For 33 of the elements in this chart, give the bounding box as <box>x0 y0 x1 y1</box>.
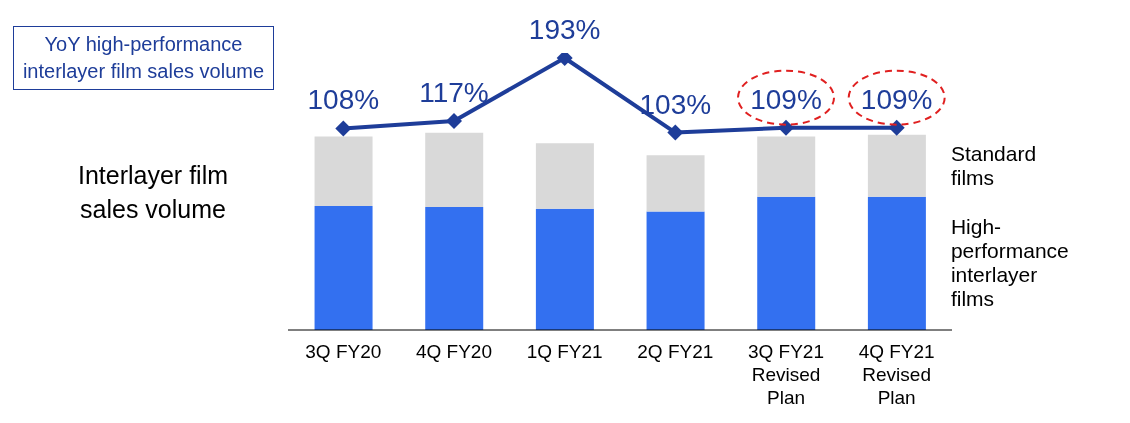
data-label: 103% <box>639 88 712 120</box>
data-label: 109% <box>750 83 822 115</box>
series-label: Standard films <box>950 141 1037 189</box>
text: YoY high-performance interlayer film sales volume <box>13 26 274 90</box>
y-axis-title: Interlayer film sales volume <box>76 160 229 225</box>
bar <box>535 208 594 330</box>
x-tick-label: 1Q FY21 <box>526 341 603 362</box>
bar <box>867 196 926 330</box>
bar <box>757 136 816 197</box>
bar <box>314 205 373 330</box>
bar <box>425 132 484 207</box>
bar <box>757 196 816 330</box>
point <box>888 119 905 136</box>
bar <box>535 143 594 209</box>
x-tick-label: 4Q FY21 Revised Plan <box>858 341 935 408</box>
x-tick-label: 3Q FY21 Revised Plan <box>747 341 825 408</box>
point <box>446 113 462 130</box>
bar <box>646 155 705 212</box>
bar <box>867 134 926 197</box>
point <box>778 119 794 136</box>
series-label: High-performance interlayer films <box>950 215 1069 311</box>
data-label: 109% <box>860 83 933 115</box>
point <box>667 124 684 141</box>
point <box>335 120 352 137</box>
x-tick-label: 2Q FY21 <box>637 341 714 362</box>
data-label: 117% <box>419 77 489 109</box>
bar <box>314 136 373 206</box>
x-tick-label: 4Q FY20 <box>415 341 493 362</box>
x-tick-label: 3Q FY20 <box>305 341 382 362</box>
data-label: 108% <box>307 84 380 116</box>
bar <box>646 211 705 330</box>
bar <box>425 206 484 330</box>
data-label: 193% <box>528 13 601 45</box>
